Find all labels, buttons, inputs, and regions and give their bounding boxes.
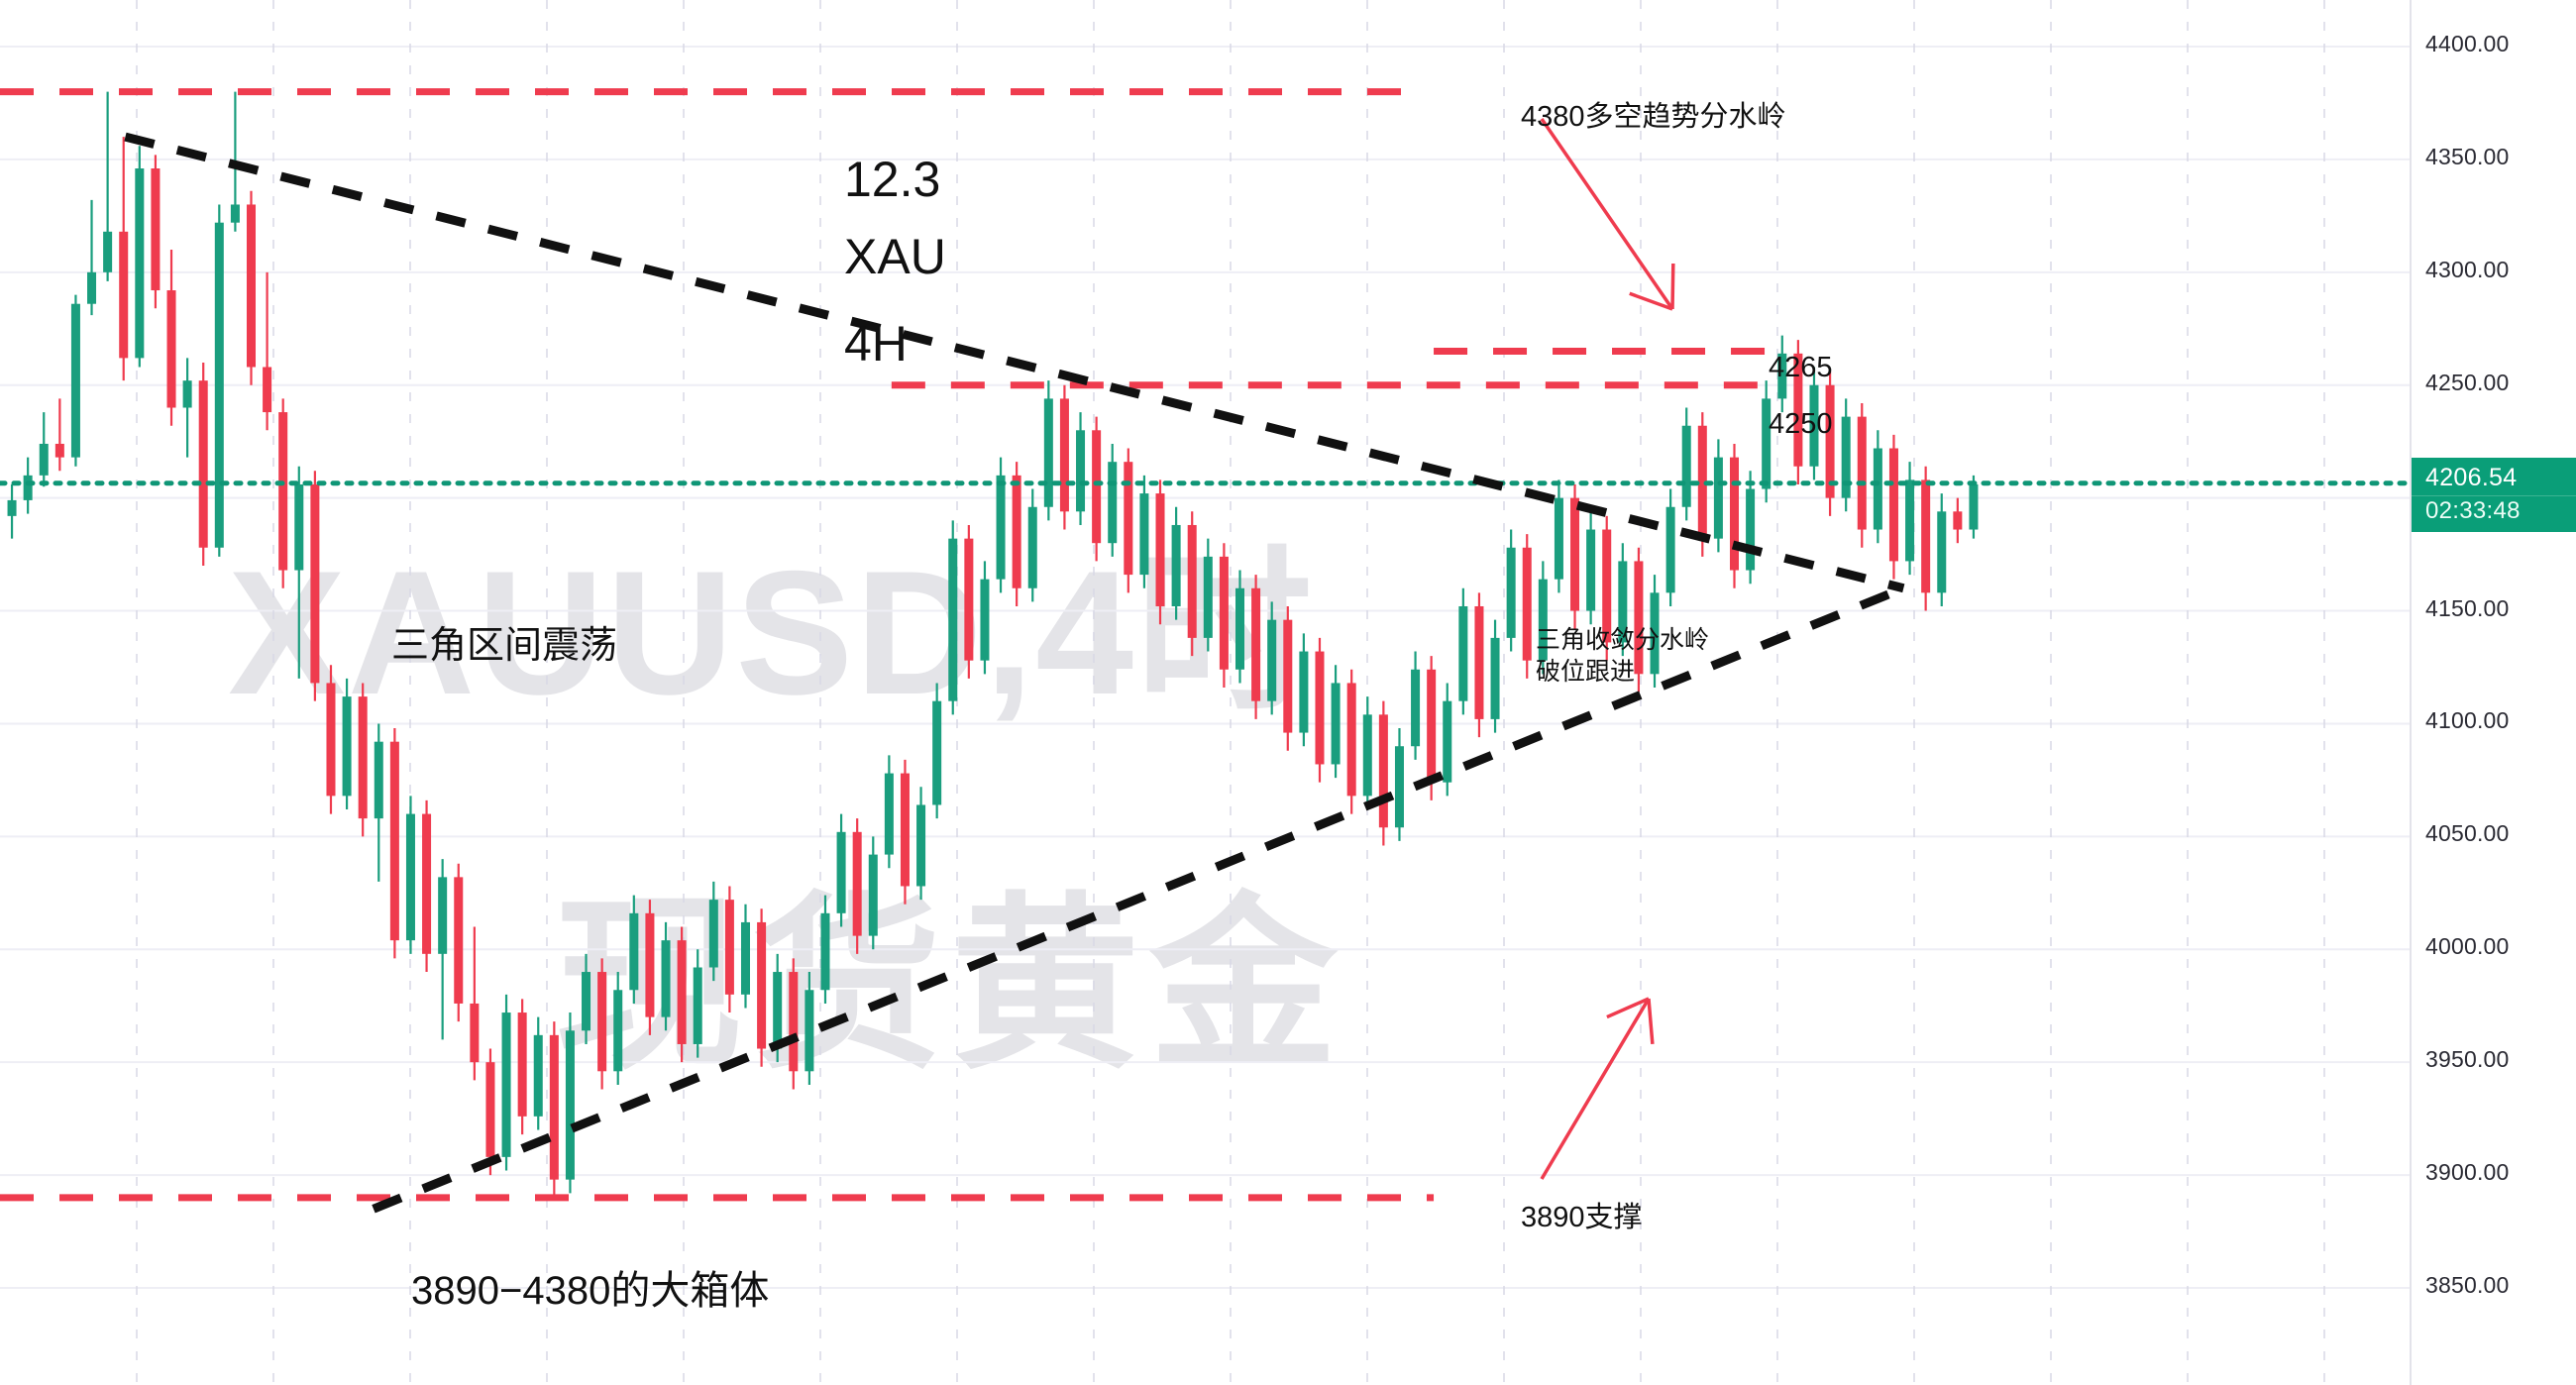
title-symbol: XAU [844, 229, 946, 284]
current-price-value: 4206.54 [2425, 463, 2518, 491]
price-axis-tick: 4050.00 [2425, 820, 2510, 847]
price-axis-tick: 3850.00 [2425, 1272, 2510, 1298]
price-axis-tick: 3950.00 [2425, 1046, 2510, 1073]
bar-countdown-timer: 02:33:48 [2412, 494, 2576, 532]
label-triangle-breakout-note: 三角收敛分水岭 破位跟进 [1536, 624, 1709, 688]
price-axis[interactable]: 4206.54 02:33:48 4400.00 4350.00 4300.00 42… [2410, 0, 2576, 1385]
price-axis-tick: 4150.00 [2425, 594, 2510, 621]
label-support-3890: 3890支撑 [1521, 1202, 1643, 1233]
title-date: 12.3 [844, 152, 941, 207]
label-resistance-4380: 4380多空趋势分水岭 [1521, 101, 1786, 133]
price-axis-tick: 4100.00 [2425, 707, 2510, 734]
label-box-range: 3890−4380的大箱体 [411, 1269, 770, 1313]
chart-gridlines [0, 0, 2410, 1385]
price-axis-tick: 4400.00 [2425, 31, 2510, 56]
triangle-note-line-1: 三角收敛分水岭 [1536, 626, 1710, 654]
price-axis-tick: 4000.00 [2425, 933, 2510, 960]
price-axis-tick: 4350.00 [2425, 143, 2510, 169]
label-level-4265: 4265 [1769, 352, 1833, 383]
chart-plot-area[interactable]: XAUUSD,4时 现货黄金 12.3 XAU 4H 4380多空趋势分水岭 4… [0, 0, 2410, 1385]
price-axis-tick: 4300.00 [2425, 256, 2510, 282]
title-timeframe: 4H [844, 316, 908, 372]
current-price-badge[interactable]: 4206.54 02:33:48 [2412, 457, 2576, 532]
chart-overlays [0, 88, 2410, 1214]
price-axis-tick: 3900.00 [2425, 1159, 2510, 1186]
price-axis-tick: 4250.00 [2425, 369, 2510, 395]
label-level-4250: 4250 [1769, 408, 1833, 440]
label-triangle-range: 三角区间震荡 [391, 625, 618, 667]
triangle-note-line-2: 破位跟进 [1536, 658, 1636, 686]
candlestick-series [7, 91, 1979, 1198]
